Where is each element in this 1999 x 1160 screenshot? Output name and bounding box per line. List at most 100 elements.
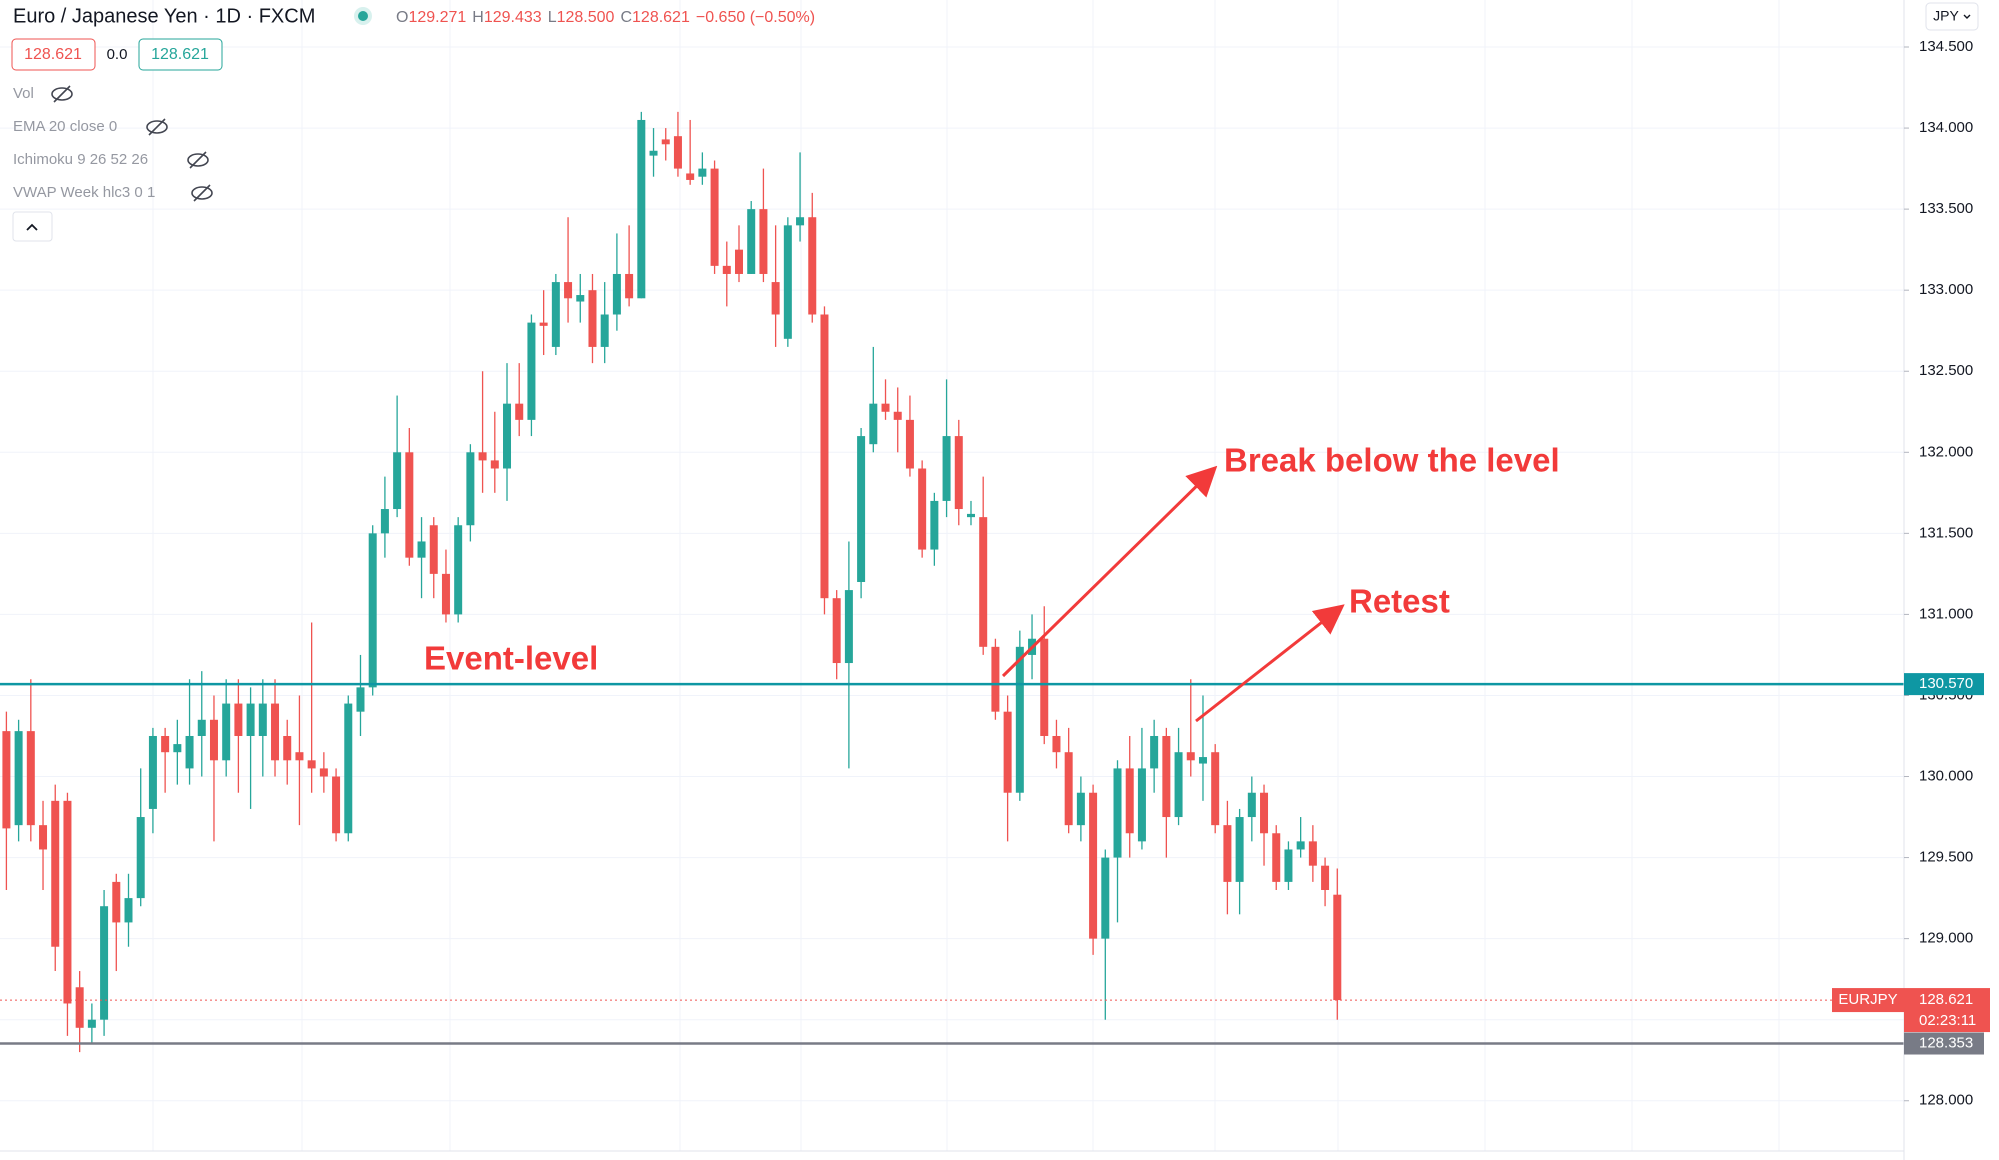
candle-body	[1272, 833, 1281, 882]
candle-body	[1284, 849, 1293, 882]
candle-body	[832, 598, 841, 664]
annotation: Retest	[1349, 583, 1450, 620]
candle-body	[1015, 646, 1024, 793]
candle-body	[478, 452, 487, 461]
candle-body	[344, 703, 353, 834]
currency-button[interactable]	[1925, 2, 1979, 31]
ohlc-key: C	[620, 9, 632, 26]
candle-body	[991, 646, 1000, 712]
candle-body	[63, 800, 72, 1004]
candle-body	[918, 468, 927, 550]
y-tick-label: 131.000	[1919, 605, 1973, 622]
candle-body	[1296, 841, 1305, 850]
candle-body	[380, 509, 389, 534]
y-tick-label: 129.500	[1919, 849, 1973, 866]
candle-body	[966, 513, 975, 518]
candle-body	[930, 500, 939, 550]
currency: JPY	[1933, 8, 1959, 24]
candle-body	[649, 150, 658, 156]
candle-body	[588, 290, 597, 347]
candle-body	[893, 411, 902, 420]
eye-icon[interactable]	[187, 153, 209, 167]
candle-body	[527, 322, 536, 420]
grid	[0, 0, 1904, 1151]
y-tick-label: 128.000	[1919, 1092, 1973, 1109]
candle-body	[869, 403, 878, 445]
candle-body	[75, 987, 84, 1028]
candle-body	[39, 825, 48, 850]
spread: 0.0	[107, 46, 128, 63]
candle-body	[1308, 841, 1317, 866]
candle-body	[1162, 735, 1171, 818]
candle-body	[417, 541, 426, 558]
candle-body	[759, 209, 768, 274]
ohlc-value: 129.271	[408, 9, 466, 26]
candle-body	[503, 403, 512, 469]
eye-icon[interactable]	[146, 120, 168, 134]
candle-body	[1235, 817, 1244, 882]
candle-body	[1137, 768, 1146, 842]
candle-body	[808, 217, 817, 315]
annotation: Event-level	[424, 640, 598, 677]
candle-body	[356, 687, 365, 712]
eye-slash	[189, 151, 207, 169]
hidden-icons[interactable]	[51, 85, 213, 202]
eye-icon[interactable]	[191, 186, 213, 200]
candle-body	[173, 744, 182, 753]
candle-body	[87, 1019, 96, 1028]
symbol-box	[1832, 988, 1904, 1013]
candle-body	[124, 898, 133, 923]
candle-body	[319, 768, 328, 777]
annotation: Break below the level	[1224, 442, 1560, 479]
candle-body	[1125, 768, 1134, 834]
candle-body	[600, 314, 609, 347]
ask-box[interactable]	[138, 38, 223, 71]
candle-body	[271, 703, 280, 761]
candle-body	[332, 776, 341, 834]
candle-body	[844, 590, 853, 664]
candle-body	[405, 452, 414, 558]
candle-body	[515, 403, 524, 420]
candle-body	[1101, 857, 1110, 939]
candle-body	[283, 735, 292, 761]
level-label-box	[1904, 673, 1984, 696]
candle-body	[1247, 792, 1256, 818]
last-price-box	[1904, 988, 1990, 1033]
eye-slash	[193, 184, 211, 202]
candle-body	[1064, 752, 1073, 826]
ohlc-key: O	[396, 9, 408, 26]
candle-body	[307, 760, 316, 769]
last-price-label: 128.621	[1919, 991, 1973, 1008]
eye-icon[interactable]	[51, 87, 73, 101]
candle-body	[161, 735, 170, 753]
candle-body	[1198, 757, 1207, 764]
level-label: 128.353	[1919, 1034, 1973, 1051]
y-tick-label: 131.500	[1919, 524, 1973, 541]
candle-body	[1260, 792, 1269, 834]
candle-body	[234, 703, 243, 736]
candle-body	[26, 731, 35, 826]
arrow	[1001, 465, 1218, 678]
candle-body	[454, 525, 463, 615]
candle-body	[185, 735, 194, 769]
candle-body	[735, 249, 743, 274]
candle-body	[1211, 752, 1220, 826]
y-tick-label: 134.500	[1919, 38, 1973, 55]
candle-body	[1040, 638, 1049, 736]
candle-body	[539, 322, 548, 326]
candle-body	[1333, 894, 1342, 1001]
candle-body	[625, 273, 634, 299]
candle-body	[51, 800, 60, 947]
candle-body	[1150, 735, 1159, 769]
candle-body	[1113, 768, 1122, 858]
candle-body	[551, 282, 560, 347]
ohlc-value: 128.500	[557, 9, 615, 26]
candle-body	[576, 295, 585, 302]
indicator: Vol	[13, 85, 34, 102]
candle-body	[881, 403, 890, 412]
level-label: 130.570	[1919, 675, 1973, 692]
ohlc-key: L	[548, 9, 557, 26]
candle-body	[796, 217, 805, 226]
candle-body	[722, 265, 731, 274]
bid-box[interactable]	[11, 38, 96, 71]
